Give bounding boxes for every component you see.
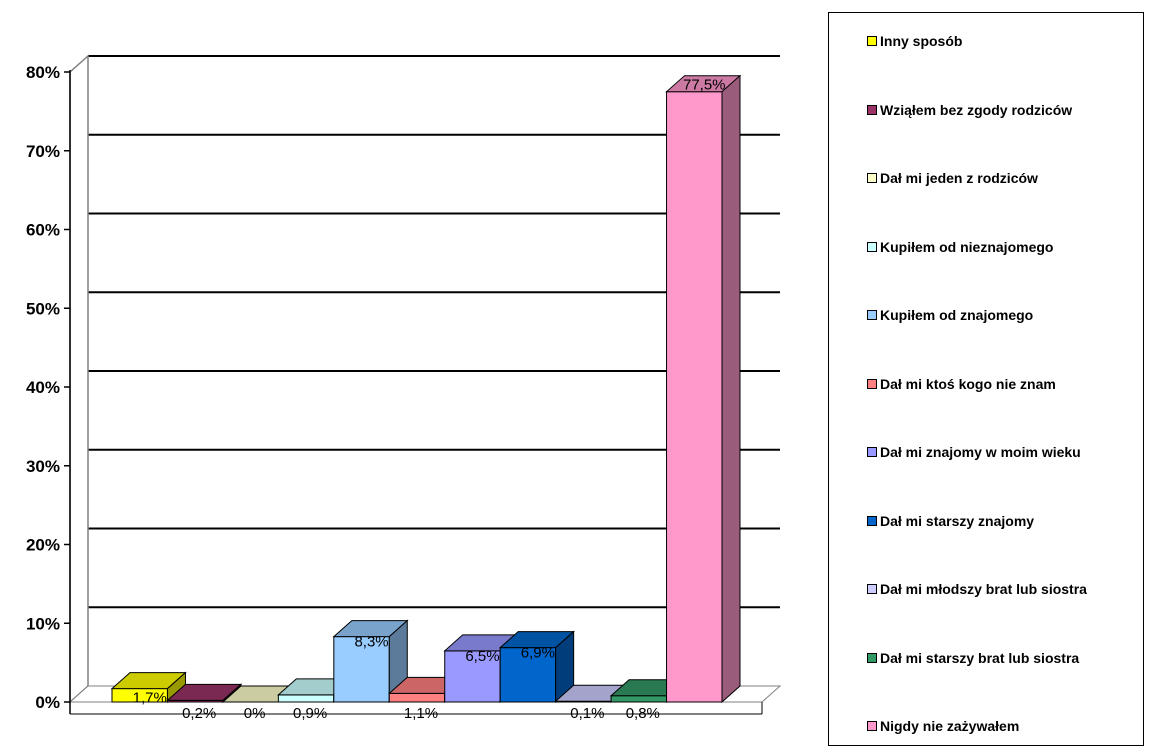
y-tick-label: 10%: [26, 614, 60, 633]
legend-swatch: [867, 584, 877, 594]
data-label: 1,7%: [133, 690, 167, 707]
chart-legend: Inny sposób Wziąłem bez zgody rodziców Dał…: [828, 12, 1144, 746]
legend-item: Dał mi jeden z rodziców: [867, 170, 1038, 186]
legend-item: Dał mi młodszy brat lub siostra: [867, 581, 1087, 597]
legend-item: Nigdy nie zażywałem: [867, 718, 1019, 734]
legend-swatch: [867, 721, 877, 731]
data-label: 0,8%: [626, 705, 660, 722]
bar-front: [499, 647, 557, 703]
legend-swatch: [867, 36, 877, 46]
bar: [498, 630, 575, 704]
bar: [665, 74, 742, 704]
bar: [332, 619, 409, 704]
bar: [110, 671, 187, 704]
legend-swatch: [867, 173, 877, 183]
y-tick-label: 40%: [26, 378, 60, 397]
legend-swatch: [867, 310, 877, 320]
legend-item: Kupiłem od znajomego: [867, 307, 1033, 323]
data-label: 6,5%: [465, 648, 499, 665]
y-tick-label: 20%: [26, 536, 60, 555]
legend-label: Dał mi ktoś kogo nie znam: [880, 375, 1056, 392]
bar-chart: 1,7% 0,2% 0% 0,9% 8,3% 1,1% 6,5% 6,9% 0,1% 0,8% 77…: [26, 54, 782, 722]
legend-item: Dał mi znajomy w moim wieku: [867, 444, 1081, 460]
y-tick-label: 0%: [35, 693, 60, 712]
legend-label: Dał mi znajomy w moim wieku: [880, 444, 1081, 460]
legend-swatch: [867, 241, 877, 252]
y-tick-label: 80%: [26, 63, 60, 82]
legend-label: Dał mi jeden z rodziców: [880, 170, 1038, 186]
legend-swatch: [867, 515, 877, 526]
legend-swatch: [867, 447, 877, 457]
data-label: 0%: [244, 705, 266, 722]
data-label: 77,5%: [683, 77, 726, 94]
legend-label: Kupiłem od znajomego: [880, 307, 1034, 323]
data-label: 0,1%: [570, 705, 604, 722]
bar-front: [610, 695, 668, 703]
bar-front: [666, 91, 723, 703]
y-tick-label: 50%: [26, 299, 60, 318]
legend-label: Wziąłem bez zgody rodziców: [880, 101, 1073, 118]
y-tick-label: 30%: [26, 457, 60, 476]
data-label: 0,2%: [182, 705, 216, 722]
legend-label: Kupiłem od nieznajomego: [880, 238, 1054, 255]
bar-front: [333, 636, 390, 703]
data-labels: 1,7% 0,2% 0% 0,9% 8,3% 1,1% 6,5% 6,9% 0,1% 0,8% 77…: [133, 77, 726, 722]
legend-label: Nigdy nie zażywałem: [880, 718, 1020, 734]
legend-item: Dał mi ktoś kogo nie znam: [867, 376, 1056, 392]
bars: [110, 74, 742, 704]
data-label: 1,1%: [404, 705, 438, 722]
legend-swatch: [867, 652, 877, 663]
bar-front: [388, 692, 446, 703]
legend-label: Inny sposób: [880, 33, 963, 49]
legend-label: Dał mi starszy znajomy: [880, 512, 1035, 529]
grid-lines: [69, 55, 780, 624]
legend-swatch: [867, 104, 877, 115]
data-label: 8,3%: [354, 634, 388, 651]
legend-item: Inny sposób: [867, 33, 962, 49]
legend-label: Dał mi młodszy brat lub siostra: [880, 581, 1087, 597]
legend-label: Dał mi starszy brat lub siostra: [880, 649, 1080, 666]
legend-item: Kupiłem od nieznajomego: [867, 239, 1053, 255]
legend-item: Dał mi starszy brat lub siostra: [867, 650, 1079, 666]
bar-side: [721, 74, 741, 704]
y-tick-label: 60%: [26, 221, 60, 240]
legend-item: Dał mi starszy znajomy: [867, 513, 1034, 529]
data-label: 0,9%: [293, 705, 327, 722]
legend-swatch: [867, 378, 877, 389]
bar-front: [277, 694, 335, 703]
y-tick-label: 70%: [26, 142, 60, 161]
side-wall: [69, 54, 89, 704]
legend-item: Wziąłem bez zgody rodziców: [867, 102, 1072, 118]
data-label: 6,9%: [521, 645, 555, 662]
y-tick-labels: 0% 10% 20% 30% 40% 50% 60% 70% 80%: [26, 63, 60, 712]
